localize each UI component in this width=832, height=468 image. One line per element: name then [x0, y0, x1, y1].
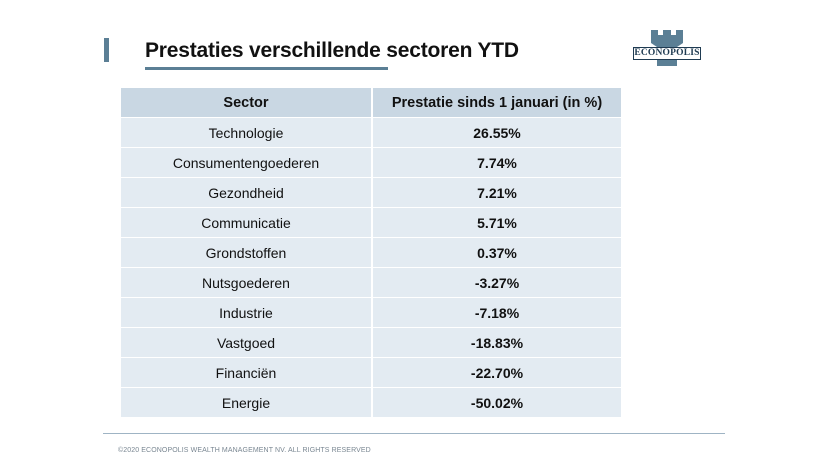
title-accent-bar — [104, 38, 109, 62]
column-header-sector: Sector — [121, 88, 373, 117]
sector-name-cell: Energie — [121, 387, 373, 417]
table-row: Gezondheid 7.21% — [121, 177, 621, 207]
table-row: Technologie 26.55% — [121, 117, 621, 147]
table-row: Industrie -7.18% — [121, 297, 621, 327]
performance-value-cell: -18.83% — [373, 327, 621, 357]
sector-name-cell: Vastgoed — [121, 327, 373, 357]
column-header-performance: Prestatie sinds 1 januari (in %) — [373, 88, 621, 117]
logo-wordmark: ECONOPOLIS — [633, 47, 701, 60]
sector-name-cell: Gezondheid — [121, 177, 373, 207]
table-row: Financiën -22.70% — [121, 357, 621, 387]
table-row: Grondstoffen 0.37% — [121, 237, 621, 267]
table-header-row: Sector Prestatie sinds 1 januari (in %) — [121, 88, 621, 117]
table-row: Communicatie 5.71% — [121, 207, 621, 237]
performance-value-cell: 7.21% — [373, 177, 621, 207]
performance-value-cell: 26.55% — [373, 117, 621, 147]
copyright-footer: ©2020 ECONOPOLIS WEALTH MANAGEMENT NV. A… — [118, 447, 371, 454]
table-row: Energie -50.02% — [121, 387, 621, 417]
performance-value-cell: 5.71% — [373, 207, 621, 237]
table-row: Nutsgoederen -3.27% — [121, 267, 621, 297]
sector-name-cell: Industrie — [121, 297, 373, 327]
performance-value-cell: -50.02% — [373, 387, 621, 417]
sector-name-cell: Communicatie — [121, 207, 373, 237]
sector-name-cell: Financiën — [121, 357, 373, 387]
performance-value-cell: -7.18% — [373, 297, 621, 327]
performance-value-cell: 7.74% — [373, 147, 621, 177]
performance-value-cell: -22.70% — [373, 357, 621, 387]
sector-name-cell: Nutsgoederen — [121, 267, 373, 297]
footer-divider — [103, 433, 725, 434]
table-row: Vastgoed -18.83% — [121, 327, 621, 357]
title-underline — [145, 67, 388, 70]
performance-value-cell: -3.27% — [373, 267, 621, 297]
sector-name-cell: Consumentengoederen — [121, 147, 373, 177]
table-row: Consumentengoederen 7.74% — [121, 147, 621, 177]
sector-name-cell: Grondstoffen — [121, 237, 373, 267]
econopolis-logo: ECONOPOLIS — [632, 30, 702, 70]
performance-value-cell: 0.37% — [373, 237, 621, 267]
page-title: Prestaties verschillende sectoren YTD — [145, 39, 519, 62]
sector-performance-table: Sector Prestatie sinds 1 januari (in %) … — [121, 88, 621, 417]
sector-name-cell: Technologie — [121, 117, 373, 147]
